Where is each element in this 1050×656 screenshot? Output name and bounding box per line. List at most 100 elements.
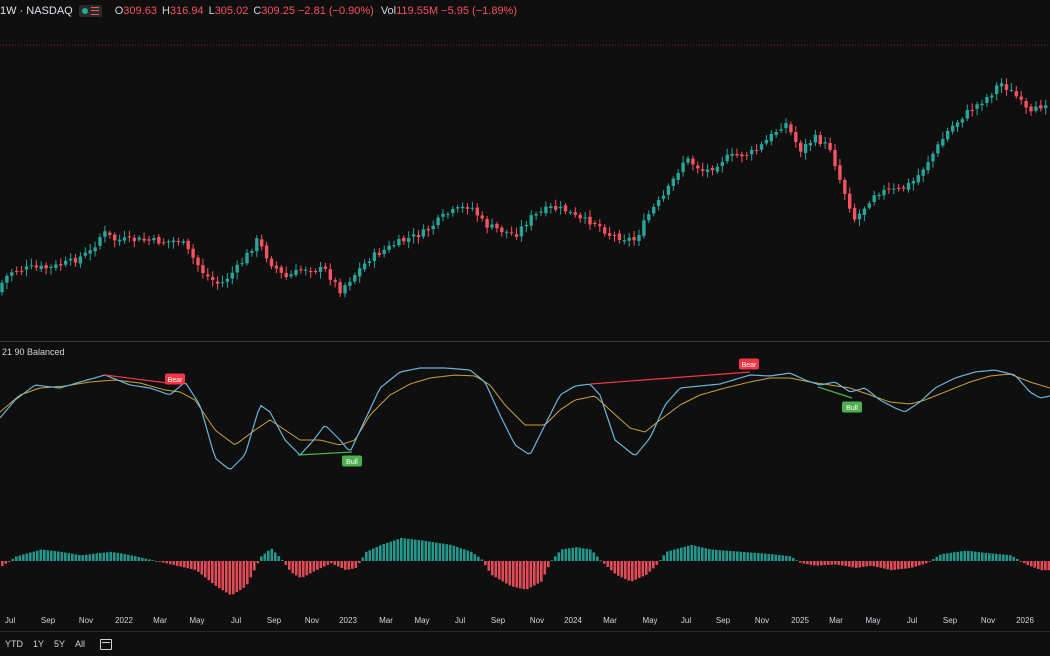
histogram-bar <box>568 548 571 561</box>
x-tick-label: Mar <box>379 616 393 625</box>
candle <box>897 187 901 189</box>
candle <box>152 238 156 241</box>
histogram-bar <box>743 552 746 561</box>
histogram-bar <box>606 561 610 567</box>
x-tick-label: Jul <box>680 616 692 625</box>
range-all[interactable]: All <box>75 639 86 649</box>
histogram-bar <box>603 561 606 564</box>
range-1y[interactable]: 1Y <box>33 639 45 649</box>
histogram-bar <box>95 553 99 561</box>
symbol-label[interactable]: 1W · NASDAQ <box>0 5 73 17</box>
range-ytd[interactable]: YTD <box>5 639 23 649</box>
histogram-bar <box>102 552 106 561</box>
candle <box>495 223 499 229</box>
volume-label: Vol <box>380 5 397 17</box>
histogram-bar <box>536 561 540 584</box>
histogram-bar <box>330 561 333 564</box>
histogram-bar <box>221 561 225 591</box>
candle <box>549 206 553 208</box>
histogram-bar <box>564 548 568 561</box>
candle <box>206 274 210 277</box>
histogram-bar <box>449 544 452 561</box>
candle <box>823 142 827 144</box>
histogram-bar <box>960 551 963 561</box>
histogram-bar <box>400 538 403 561</box>
candle <box>225 278 230 282</box>
histogram-bar <box>473 554 477 561</box>
candle <box>304 269 308 271</box>
histogram-bar <box>655 561 659 565</box>
candle <box>1039 105 1043 109</box>
candle <box>701 169 705 171</box>
candle <box>166 241 171 243</box>
histogram-bar <box>613 561 617 574</box>
histogram-bar <box>46 550 50 561</box>
candle <box>260 239 264 247</box>
histogram-bar <box>179 561 183 567</box>
legend-controls[interactable] <box>78 5 102 17</box>
histogram-bar <box>988 553 991 561</box>
candle <box>147 239 151 241</box>
candle <box>441 213 445 217</box>
indicator-label[interactable]: 21 90 Balanced <box>2 347 65 357</box>
histogram-bar <box>274 552 277 561</box>
histogram-bar <box>456 546 459 561</box>
histogram-bar <box>767 553 771 561</box>
candle <box>108 232 112 235</box>
x-tick-label: 2022 <box>115 616 133 625</box>
histogram-bar <box>477 556 480 561</box>
chart-canvas[interactable]: Bear Bull Bear Bull <box>0 0 1050 612</box>
histogram-bar <box>389 541 393 561</box>
histogram-bar <box>1023 561 1026 564</box>
histogram-bar <box>554 556 557 561</box>
histogram-bar <box>732 551 736 561</box>
candle <box>245 252 249 264</box>
histogram-bar <box>218 561 221 589</box>
histogram-bar <box>197 561 200 572</box>
divergence-badge <box>842 401 862 413</box>
candle <box>93 247 97 252</box>
fast-line <box>0 367 1050 470</box>
candle <box>519 226 524 237</box>
time-axis[interactable]: Jul Sep Nov 2022 Mar May Jul Sep Nov 2023 Mar May Ju… <box>0 612 1050 630</box>
candle <box>367 261 372 264</box>
range-5y[interactable]: 5Y <box>54 639 66 649</box>
histogram-bar <box>127 554 130 561</box>
histogram-pane <box>1 538 1050 595</box>
candle <box>990 95 994 98</box>
histogram-bar <box>578 547 582 561</box>
pane-divider[interactable] <box>0 341 1050 342</box>
histogram-bar <box>18 555 22 561</box>
candle <box>78 256 83 264</box>
histogram-bar <box>494 561 498 578</box>
histogram-bar <box>823 561 827 566</box>
histogram-bar <box>466 550 470 561</box>
open-label: O <box>114 5 124 17</box>
histogram-bar <box>704 548 708 561</box>
histogram-bar <box>750 552 753 561</box>
histogram-bar <box>582 548 585 561</box>
histogram-bar <box>711 549 715 561</box>
candle <box>696 165 700 169</box>
candle <box>240 263 244 265</box>
histogram-bar <box>841 561 844 566</box>
histogram-bar <box>802 561 806 564</box>
histogram-bar <box>435 542 438 561</box>
histogram-bar <box>977 552 981 561</box>
candle <box>49 266 53 268</box>
histogram-bar <box>974 551 977 561</box>
candle <box>456 207 460 209</box>
histogram-bar <box>452 545 456 561</box>
histogram-bar <box>505 561 508 584</box>
histogram-bar <box>337 561 340 567</box>
histogram-bar <box>120 553 123 561</box>
candle <box>681 162 685 173</box>
calendar-range-icon[interactable] <box>100 638 113 650</box>
histogram-bar <box>60 551 64 561</box>
candle <box>255 238 259 252</box>
histogram-bar <box>547 561 550 568</box>
histogram-bar <box>834 561 837 565</box>
candle <box>735 154 739 156</box>
histogram-bar <box>697 546 701 561</box>
candle <box>289 274 293 277</box>
